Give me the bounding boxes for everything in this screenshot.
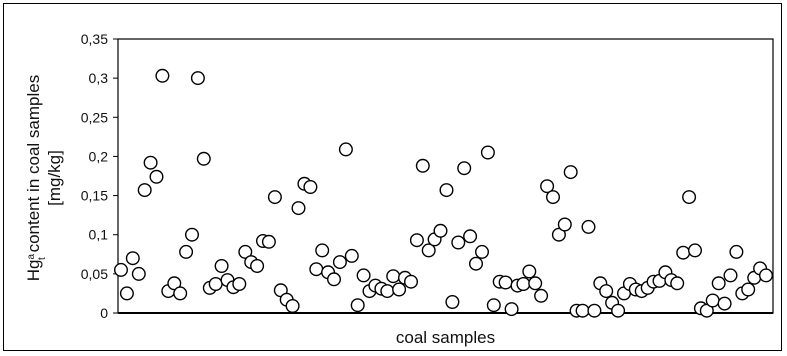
data-point bbox=[421, 243, 436, 258]
data-point bbox=[155, 68, 170, 83]
data-point bbox=[179, 244, 194, 259]
data-point bbox=[611, 303, 626, 318]
data-point bbox=[380, 284, 395, 299]
data-point bbox=[143, 155, 158, 170]
data-point bbox=[409, 233, 424, 248]
data-point bbox=[723, 268, 738, 283]
y-label-prefix: Hg bbox=[24, 260, 43, 282]
data-point bbox=[587, 303, 602, 318]
data-point bbox=[196, 151, 211, 166]
y-tick-label: 0,2 bbox=[89, 148, 109, 164]
data-point bbox=[173, 286, 188, 301]
data-point bbox=[208, 277, 223, 292]
y-label-subscript: t bbox=[37, 257, 48, 260]
y-axis-label-line1: Hgat content in coal samples bbox=[24, 75, 48, 281]
data-point bbox=[238, 244, 253, 259]
data-point bbox=[670, 276, 685, 291]
y-label-suffix: content in coal samples bbox=[24, 75, 43, 257]
data-point bbox=[475, 244, 490, 259]
y-tick-label: 0,05 bbox=[81, 266, 108, 282]
data-point bbox=[338, 142, 353, 157]
data-point bbox=[119, 286, 134, 301]
data-point bbox=[575, 303, 590, 318]
data-point bbox=[261, 234, 276, 249]
data-point bbox=[676, 245, 691, 260]
data-point bbox=[534, 288, 549, 303]
data-point bbox=[729, 244, 744, 259]
data-point bbox=[699, 303, 714, 318]
data-point bbox=[404, 274, 419, 289]
data-point bbox=[167, 276, 182, 291]
data-point bbox=[557, 217, 572, 232]
y-axis-label: Hgat content in coal samples [mg/kg] bbox=[24, 75, 64, 281]
data-point bbox=[137, 183, 152, 198]
data-point bbox=[344, 248, 359, 263]
data-point bbox=[125, 251, 140, 266]
chart-frame bbox=[3, 3, 782, 351]
data-point bbox=[516, 277, 531, 292]
data-point bbox=[184, 227, 199, 242]
x-axis-label: coal samples bbox=[396, 328, 495, 347]
data-point bbox=[439, 183, 454, 198]
data-point bbox=[190, 71, 205, 86]
plot-border bbox=[117, 38, 774, 314]
data-point bbox=[599, 284, 614, 299]
data-point bbox=[356, 268, 371, 283]
data-point bbox=[682, 190, 697, 205]
y-tick-label: 0,1 bbox=[89, 227, 109, 243]
data-point bbox=[445, 295, 460, 310]
data-point bbox=[315, 243, 330, 258]
data-point bbox=[149, 169, 164, 184]
data-point bbox=[350, 298, 365, 313]
data-point bbox=[332, 255, 347, 270]
data-point bbox=[267, 190, 282, 205]
data-point bbox=[486, 298, 501, 313]
data-point bbox=[285, 299, 300, 314]
data-point bbox=[386, 269, 401, 284]
data-point bbox=[451, 235, 466, 250]
y-tick-label: 0 bbox=[100, 305, 108, 321]
y-tick-label: 0,25 bbox=[81, 109, 108, 125]
data-point bbox=[717, 296, 732, 311]
plot-area bbox=[117, 38, 774, 314]
data-point bbox=[504, 302, 519, 317]
data-point bbox=[540, 179, 555, 194]
y-tick-label: 0,15 bbox=[81, 188, 108, 204]
data-point bbox=[392, 282, 407, 297]
data-point bbox=[688, 243, 703, 258]
data-point bbox=[551, 227, 566, 242]
data-point bbox=[415, 158, 430, 173]
data-point bbox=[214, 259, 229, 274]
data-point bbox=[433, 223, 448, 238]
y-axis-ticks: 0 0,05 0,1 0,15 0,2 0,25 0,3 0,35 bbox=[81, 31, 118, 321]
data-point bbox=[291, 201, 306, 216]
y-tick-label: 0,3 bbox=[89, 70, 109, 86]
data-point bbox=[309, 262, 324, 277]
data-point bbox=[250, 259, 265, 274]
data-point bbox=[480, 145, 495, 160]
data-point bbox=[131, 266, 146, 281]
data-point bbox=[528, 276, 543, 291]
data-point bbox=[232, 277, 247, 292]
y-label-superscript: a bbox=[26, 254, 37, 260]
data-point bbox=[563, 165, 578, 180]
data-point bbox=[581, 219, 596, 234]
data-point bbox=[498, 275, 513, 290]
data-point bbox=[113, 262, 128, 277]
data-point bbox=[741, 282, 756, 297]
y-tick-label: 0,35 bbox=[81, 31, 108, 47]
data-point bbox=[705, 293, 720, 308]
data-points bbox=[113, 68, 774, 318]
data-point bbox=[303, 179, 318, 194]
data-point bbox=[546, 190, 561, 205]
data-point bbox=[469, 256, 484, 271]
data-point bbox=[457, 161, 472, 176]
y-axis-label-line2: [mg/kg] bbox=[45, 150, 64, 206]
data-point bbox=[327, 272, 342, 287]
data-point bbox=[463, 229, 478, 244]
data-point bbox=[522, 264, 537, 279]
data-point bbox=[711, 276, 726, 291]
data-point bbox=[759, 268, 774, 283]
